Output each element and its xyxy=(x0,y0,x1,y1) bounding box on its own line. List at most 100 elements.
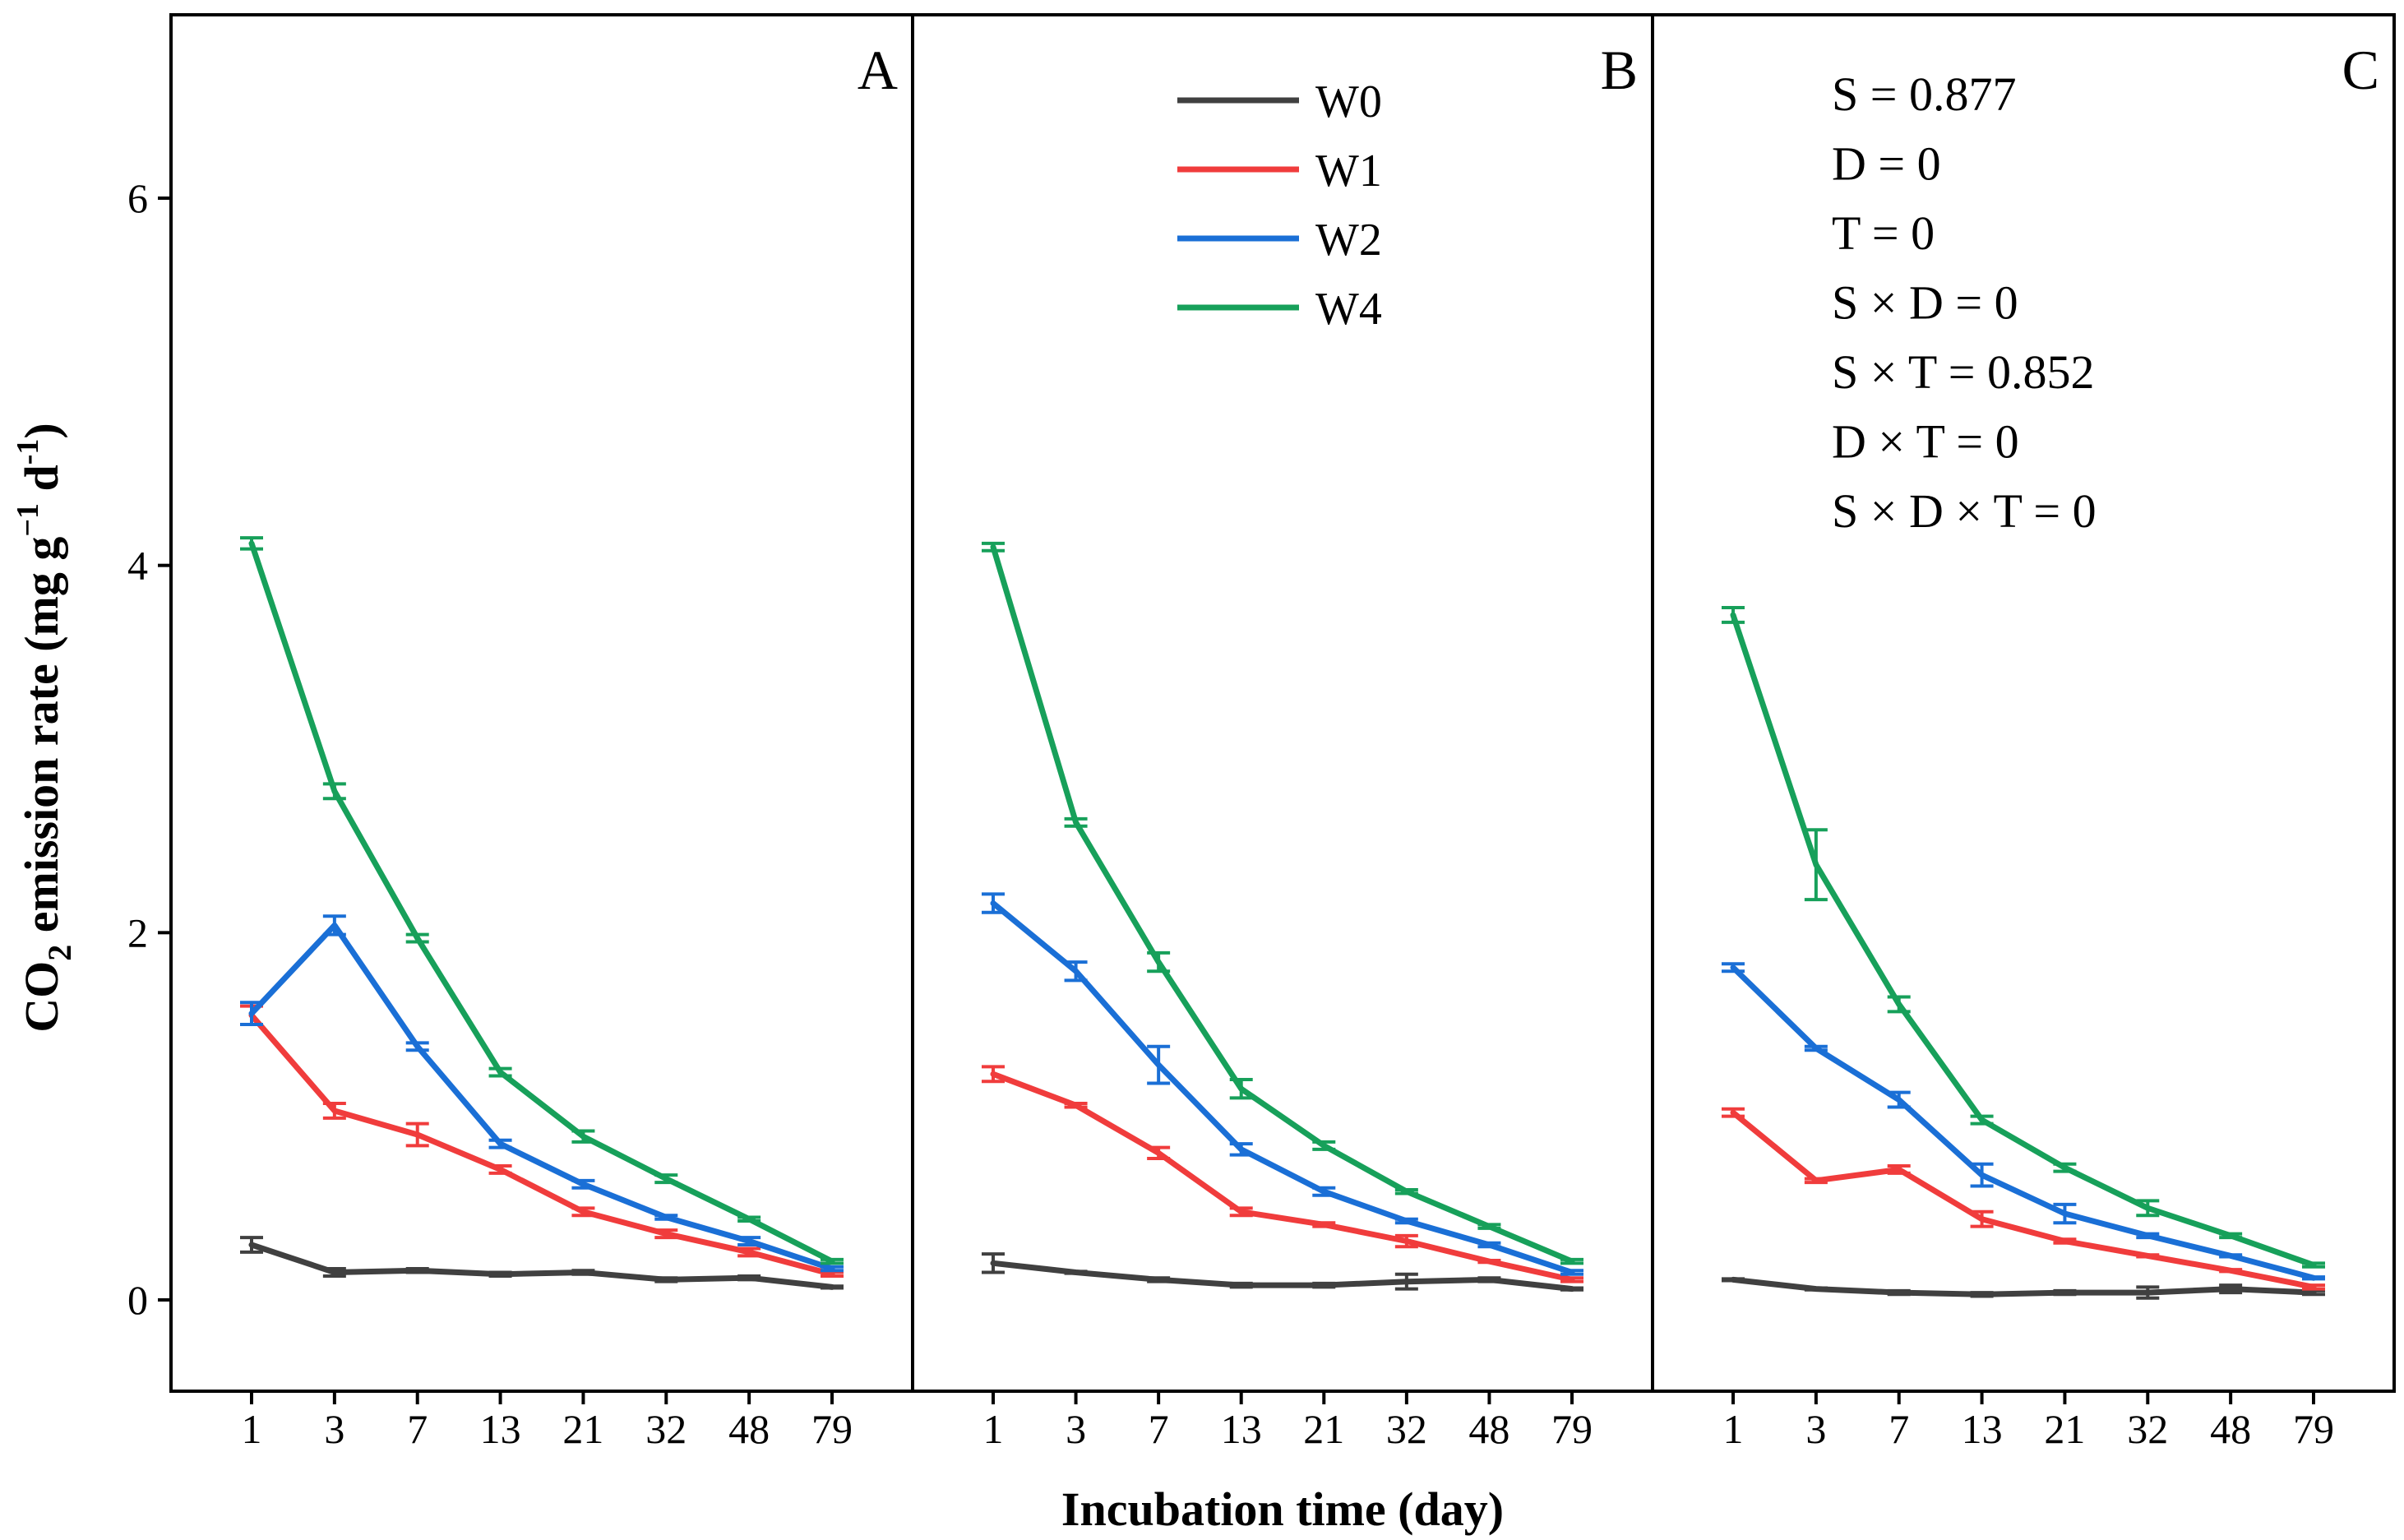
error-bar-c-w1-21 xyxy=(2053,1237,2077,1245)
x-tick-label-a-21: 21 xyxy=(562,1406,603,1452)
error-bar-c-w0-21 xyxy=(2053,1288,2077,1297)
error-bar-b-w4-79 xyxy=(1560,1257,1583,1265)
error-bar-c-w4-13 xyxy=(1970,1114,1994,1126)
error-bar-c-w2-48 xyxy=(2219,1253,2243,1259)
error-bar-c-w2-3 xyxy=(1804,1044,1828,1052)
error-bar-c-w0-48 xyxy=(2219,1283,2243,1295)
error-bar-c-w0-1 xyxy=(1722,1277,1745,1283)
series-a-w0 xyxy=(240,1236,844,1290)
x-tick-label-c-79: 79 xyxy=(2293,1406,2334,1452)
stat-line-6: D × T = 0 xyxy=(1832,415,2019,469)
error-bar-c-w2-79 xyxy=(2302,1275,2325,1281)
error-bar-b-w2-7 xyxy=(1147,1044,1171,1085)
error-bar-a-w1-79 xyxy=(821,1270,844,1278)
series-line-b-w0 xyxy=(990,1260,1575,1293)
series-b-w2 xyxy=(982,892,1583,1276)
error-bar-a-w2-7 xyxy=(405,1041,429,1052)
x-tick-label-a-48: 48 xyxy=(728,1406,770,1452)
x-tick-label-b-32: 32 xyxy=(1386,1406,1427,1452)
x-axis-title: Incubation time (day) xyxy=(1061,1482,1504,1536)
x-tick-label-b-13: 13 xyxy=(1221,1406,1262,1452)
error-bar-b-w2-13 xyxy=(1229,1142,1253,1157)
series-c-w1 xyxy=(1722,1107,2325,1291)
error-bar-a-w0-79 xyxy=(821,1284,844,1290)
error-bar-b-w1-1 xyxy=(982,1065,1005,1084)
error-bar-a-w4-1 xyxy=(240,536,263,551)
legend-label-w0: W0 xyxy=(1315,76,1382,127)
error-bar-c-w4-21 xyxy=(2053,1162,2077,1173)
error-bar-b-w2-79 xyxy=(1560,1269,1583,1276)
x-tick-label-c-3: 3 xyxy=(1805,1406,1826,1452)
error-bar-a-w2-13 xyxy=(488,1138,512,1149)
error-bar-a-w0-48 xyxy=(737,1274,761,1282)
error-bar-b-w0-48 xyxy=(1477,1276,1501,1283)
error-bar-b-w0-13 xyxy=(1229,1281,1253,1289)
x-tick-label-a-7: 7 xyxy=(407,1406,428,1452)
error-bar-a-w1-21 xyxy=(571,1206,595,1218)
error-bar-b-w0-32 xyxy=(1394,1272,1418,1291)
error-bar-c-w2-7 xyxy=(1887,1090,1911,1109)
error-bar-c-w0-79 xyxy=(2302,1288,2325,1297)
error-bar-b-w2-3 xyxy=(1064,960,1088,983)
error-bar-c-w1-79 xyxy=(2302,1283,2325,1291)
series-line-b-w4 xyxy=(990,543,1575,1265)
error-bar-b-w4-48 xyxy=(1477,1223,1501,1230)
error-bar-b-w0-3 xyxy=(1064,1269,1088,1275)
x-tick-label-b-21: 21 xyxy=(1303,1406,1344,1452)
error-bar-c-w4-3 xyxy=(1804,828,1828,902)
error-bar-c-w4-7 xyxy=(1887,995,1911,1014)
y-axis-title-part-3: −1 xyxy=(11,503,45,537)
panel-label-c: C xyxy=(2342,39,2379,101)
y-axis-title: CO2 emission rate (mg g−1 d-1) xyxy=(11,423,78,1033)
stat-line-4: S × D = 0 xyxy=(1832,276,2018,330)
error-bar-c-w0-32 xyxy=(2136,1285,2160,1300)
error-bar-b-w2-21 xyxy=(1312,1186,1336,1197)
error-bar-a-w2-3 xyxy=(322,914,346,936)
error-bar-b-w4-3 xyxy=(1064,816,1088,828)
series-a-w4 xyxy=(240,536,844,1265)
y-axis-title-part-4: d xyxy=(15,465,68,503)
error-bar-c-w0-13 xyxy=(1970,1291,1994,1298)
y-tick-label-0: 0 xyxy=(127,1277,148,1323)
error-bar-b-w4-21 xyxy=(1312,1140,1336,1151)
legend-label-w4: W4 xyxy=(1315,284,1382,335)
error-bar-b-w1-3 xyxy=(1064,1102,1088,1109)
series-c-w0 xyxy=(1722,1276,2325,1300)
series-a-w2 xyxy=(240,914,844,1273)
error-bar-c-w4-32 xyxy=(2136,1199,2160,1218)
error-bar-b-w1-79 xyxy=(1560,1276,1583,1283)
error-bar-a-w1-48 xyxy=(737,1246,761,1258)
y-axis-title-part-2: emission rate (mg g xyxy=(15,537,68,945)
error-bar-c-w1-13 xyxy=(1970,1209,1994,1228)
error-bar-a-w4-79 xyxy=(821,1257,844,1265)
error-bar-b-w0-1 xyxy=(982,1252,1005,1274)
x-tick-label-b-79: 79 xyxy=(1551,1406,1593,1452)
x-tick-label-c-21: 21 xyxy=(2044,1406,2085,1452)
error-bar-a-w1-32 xyxy=(654,1228,678,1240)
error-bar-a-w2-21 xyxy=(571,1178,595,1190)
panel-label-a: A xyxy=(858,39,898,101)
legend: W0 W1 W2 W4 xyxy=(1177,76,1382,335)
error-bar-c-w0-7 xyxy=(1887,1288,1911,1297)
y-axis-title-part-5: -1 xyxy=(11,439,45,465)
series-line-a-w1 xyxy=(248,1012,835,1278)
x-tick-label-b-48: 48 xyxy=(1468,1406,1509,1452)
series-line-a-w2 xyxy=(248,922,835,1272)
error-bar-c-w2-1 xyxy=(1722,962,1745,973)
x-tick-label-a-32: 32 xyxy=(645,1406,687,1452)
error-bar-a-w0-1 xyxy=(240,1236,263,1254)
series-line-c-w1 xyxy=(1730,1109,2317,1290)
stat-line-7: S × D × T = 0 xyxy=(1832,484,2097,538)
error-bar-b-w1-13 xyxy=(1229,1206,1253,1218)
error-bar-a-w0-3 xyxy=(322,1267,346,1278)
x-tick-label-c-7: 7 xyxy=(1889,1406,1909,1452)
error-bar-a-w0-32 xyxy=(654,1276,678,1283)
error-bar-a-w1-7 xyxy=(405,1121,429,1148)
series-a-w1 xyxy=(240,1004,844,1278)
x-tick-label-c-1: 1 xyxy=(1723,1406,1744,1452)
series-line-b-w1 xyxy=(990,1071,1575,1283)
x-tick-label-a-1: 1 xyxy=(242,1406,262,1452)
series-c-w2 xyxy=(1722,962,2325,1281)
series-line-c-w2 xyxy=(1730,964,2317,1281)
